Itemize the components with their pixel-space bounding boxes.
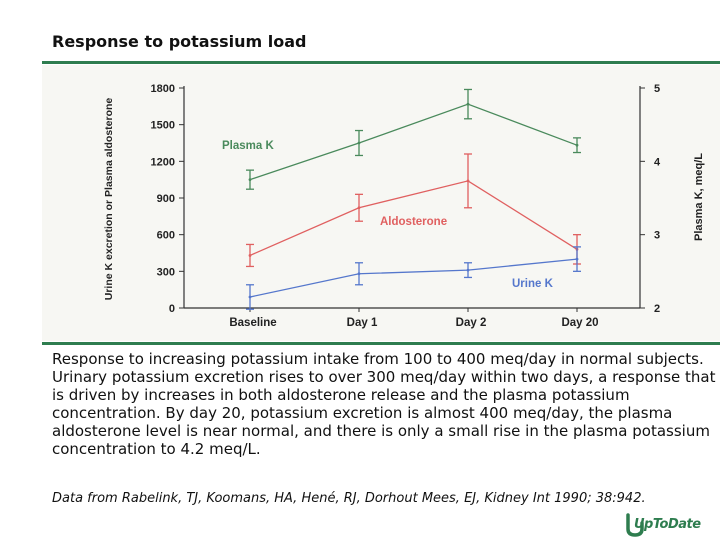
plasma-k-line <box>249 103 578 181</box>
plasma-k-point <box>357 141 361 145</box>
urine-k-point <box>466 268 470 272</box>
y-left-tick-label: 1500 <box>151 120 175 132</box>
urine-k-point <box>357 272 361 276</box>
y-right-tick-label: 2 <box>654 303 660 315</box>
y-left-tick-label: 300 <box>157 266 175 278</box>
potassium-load-chart: 0 300 600 900 1200 1500 1800 2 3 4 5 Baseline Day 1 D… <box>103 83 705 329</box>
y-left-tick-label: 0 <box>169 303 175 315</box>
data-source: Data from Rabelink, TJ, Koomans, HA, Hen… <box>52 491 646 506</box>
aldosterone-point <box>248 254 252 257</box>
page-title: Response to potassium load <box>52 32 307 51</box>
urine-k-point <box>575 257 579 261</box>
urine-k-line <box>249 258 578 298</box>
y-left-tick-label: 1800 <box>151 83 175 95</box>
y-left-tick-label: 1200 <box>151 156 175 168</box>
y-right-axis-title: Plasma K, meq/L <box>693 153 705 241</box>
y-right-tick-label: 5 <box>654 83 660 95</box>
plasma-k-series-label: Plasma K <box>222 140 274 152</box>
logo-text: UpToDate <box>634 517 701 532</box>
aldosterone-point <box>357 206 361 210</box>
x-tick-label: Baseline <box>229 317 276 329</box>
y-left-tick-label: 600 <box>157 230 175 242</box>
y-left-tick-label: 900 <box>157 193 175 205</box>
x-tick-label: Day 1 <box>347 317 378 329</box>
x-tick-label: Day 2 <box>456 317 487 329</box>
y-left-axis-title: Urine K excretion or Plasma aldosterone <box>103 98 115 301</box>
urine-k-series-label: Urine K <box>512 278 554 290</box>
figure-caption: Response to increasing potassium intake … <box>52 350 716 458</box>
plasma-k-point <box>466 102 470 106</box>
plasma-k-point <box>248 178 252 182</box>
aldosterone-point <box>466 179 470 183</box>
uptodate-logo: UpToDate <box>624 511 720 540</box>
urine-k-point <box>248 295 252 299</box>
uptodate-logo-icon <box>626 513 644 537</box>
aldosterone-line <box>249 180 578 257</box>
y-right-tick-label: 3 <box>654 230 660 242</box>
aldosterone-series-label: Aldosterone <box>380 216 447 228</box>
y-right-tick-label: 4 <box>654 156 661 168</box>
title-divider <box>42 61 720 64</box>
caption-divider <box>42 342 720 345</box>
plasma-k-point <box>575 143 579 147</box>
x-tick-label: Day 20 <box>561 317 598 329</box>
